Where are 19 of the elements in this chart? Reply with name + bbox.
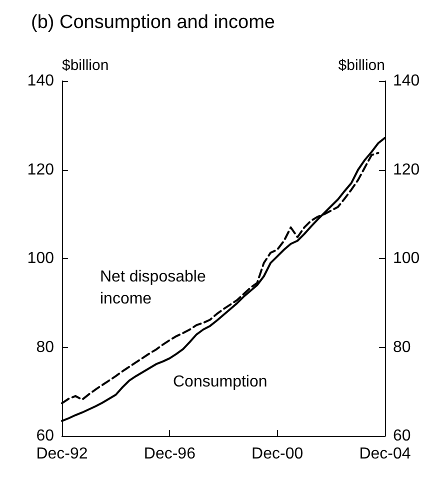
y-tick-label: 140 [27,72,54,90]
y2-tick-label: 100 [393,250,420,267]
y-axis-title: $billion [62,57,109,74]
x-tick-label: Dec-96 [144,446,196,462]
y-tick-label: 120 [27,161,54,178]
y2-axis-title: $billion [338,57,385,74]
y-tick-label: 100 [27,250,54,267]
x-tick-label: Dec-00 [252,446,304,462]
y2-tick-label: 80 [393,338,411,356]
y2-tick-label: 140 [393,72,420,90]
series-label: Net disposable income [100,268,206,308]
y-tick-label: 80 [36,338,54,356]
y2-tick-label: 60 [393,428,411,444]
chart-title: (b) Consumption and income [31,12,275,33]
x-tick-label: Dec-04 [359,446,411,462]
series-label: Consumption [173,374,268,390]
y-tick-label: 60 [36,428,54,444]
x-tick-label: Dec-92 [36,446,88,462]
y2-tick-label: 120 [393,161,420,178]
